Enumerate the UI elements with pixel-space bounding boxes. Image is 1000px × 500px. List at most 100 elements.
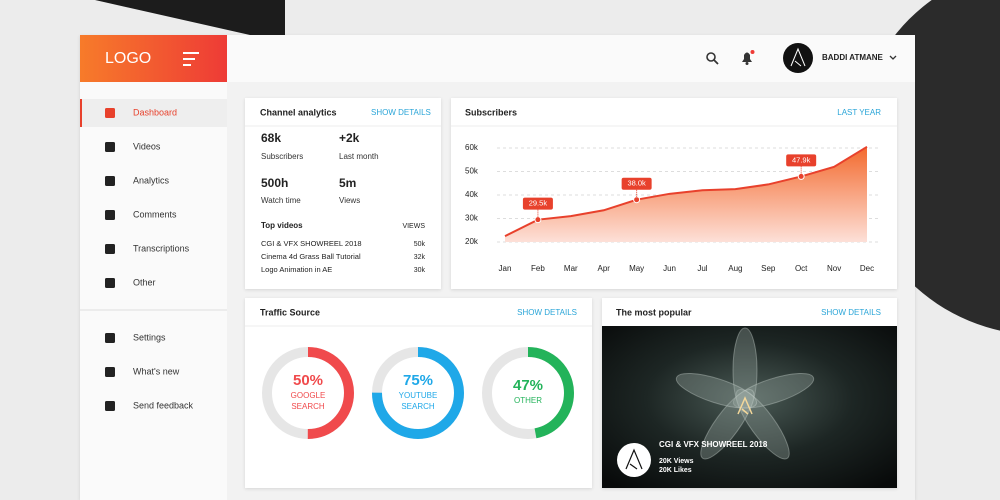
panel-title: The most popular [616,307,692,317]
nav-icon [105,210,115,220]
donut-label: OTHER [514,396,542,405]
point [633,196,641,204]
bell-icon[interactable] [742,50,755,65]
callout [621,177,652,190]
x-tick-label: Jul [697,264,707,273]
value-label: 47.9k [792,155,811,164]
donut-value: 47% [513,377,543,394]
x-tick-label: Jan [499,264,512,273]
y-tick-label: 60k [465,143,479,152]
nav-icon [105,333,115,343]
nav-item[interactable]: Analytics [133,175,170,185]
y-tick-label: 50k [465,167,479,176]
donut-label: GOOGLE [291,391,326,400]
video-name[interactable]: Logo Animation in AE [261,265,332,274]
stat-label: Watch time [261,196,301,205]
avatar[interactable] [783,43,813,73]
nav-active-bar [80,99,82,127]
nav-active [80,99,227,127]
video-name[interactable]: Cinema 4d Grass Ball Tutorial [261,252,361,261]
y-tick-label: 20k [465,237,479,246]
panel [245,298,592,488]
bg-shape [95,0,285,35]
chevron[interactable] [889,55,897,60]
x-tick-label: Dec [860,264,874,273]
value-label: 38.0k [627,179,646,188]
user-name[interactable]: BADDI ATMANE [822,53,884,62]
x-tick-label: Mar [564,264,578,273]
show-details[interactable]: SHOW DETAILS [821,308,881,317]
donut-label: YOUTUBE [399,391,438,400]
nav-icon [105,367,115,377]
callout [522,197,553,210]
show-details[interactable]: SHOW DETAILS [517,308,577,317]
show-details[interactable]: SHOW DETAILS [371,108,431,117]
stat-label: Views [339,196,360,205]
views-header: VIEWS [402,223,425,230]
y-tick-label: 40k [465,190,479,199]
donut-value: 50% [293,372,323,389]
video-views: 30k [414,267,426,274]
video-views: 20K Views [659,458,694,465]
value-label: 29.5k [529,199,548,208]
video-name[interactable]: CGI & VFX SHOWREEL 2018 [261,239,362,248]
donut-arc [372,347,464,439]
video-views: 32k [414,254,426,261]
search-icon[interactable] [706,52,719,65]
nav-icon [105,142,115,152]
nav-item[interactable]: Videos [133,141,161,151]
point [534,216,542,224]
nav-item[interactable]: Settings [133,332,166,342]
stat-value: 500h [261,176,288,190]
donut-label: SEARCH [401,402,435,411]
nav-icon [105,401,115,411]
callout [786,154,817,167]
line [504,145,868,238]
logo: LOGO [105,50,151,67]
x-tick-label: Aug [728,264,742,273]
stat-label: Last month [339,152,379,161]
point [797,172,805,180]
sidebar [80,82,227,500]
x-tick-label: May [629,264,644,273]
x-tick-label: Jun [663,264,676,273]
video-views: 50k [414,241,426,248]
panel-title: Channel analytics [260,107,337,117]
video-title: CGI & VFX SHOWREEL 2018 [659,440,768,449]
video-thumbnail[interactable] [602,326,897,488]
panel-title: Traffic Source [260,307,320,317]
nav-icon [105,278,115,288]
nav-item[interactable]: Dashboard [133,107,177,117]
panel-title: Subscribers [465,107,517,117]
x-tick-label: Sep [761,264,776,273]
nav-item[interactable]: Send feedback [133,400,194,410]
donut-value: 75% [403,372,433,389]
x-tick-label: Nov [827,264,841,273]
video-likes: 20K Likes [659,467,692,474]
stat-label: Subscribers [261,152,303,161]
stat-value: +2k [339,131,360,145]
x-tick-label: Feb [531,264,545,273]
stat-value: 68k [261,131,281,145]
nav-item[interactable]: Transcriptions [133,243,190,253]
y-tick-label: 30k [465,214,479,223]
x-tick-label: Apr [598,264,611,273]
nav-icon [105,244,115,254]
menu-icon[interactable] [183,52,199,66]
top-videos-title: Top videos [261,221,303,230]
nav-item[interactable]: What's new [133,366,180,376]
panel [245,98,441,289]
nav-icon [105,176,115,186]
nav-icon [105,108,115,118]
donut-arc [262,347,354,439]
nav-item[interactable]: Comments [133,209,177,219]
stat-value: 5m [339,176,356,190]
last-year[interactable]: LAST YEAR [837,108,881,117]
area [505,146,867,242]
x-tick-label: Oct [795,264,808,273]
nav-item[interactable]: Other [133,277,156,287]
donut-arc [482,347,574,439]
donut-label: SEARCH [291,402,325,411]
